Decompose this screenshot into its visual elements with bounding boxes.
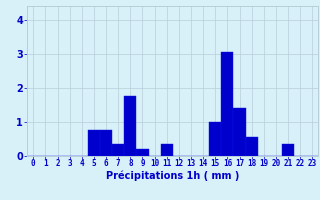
Bar xyxy=(88,130,100,156)
Bar xyxy=(112,144,124,156)
Bar xyxy=(221,52,234,156)
X-axis label: Précipitations 1h ( mm ): Précipitations 1h ( mm ) xyxy=(106,171,239,181)
Bar xyxy=(234,108,246,156)
Bar xyxy=(161,144,173,156)
Bar xyxy=(100,130,112,156)
Bar xyxy=(282,144,294,156)
Bar xyxy=(246,137,258,156)
Bar xyxy=(209,122,221,156)
Bar xyxy=(136,149,148,156)
Bar xyxy=(124,96,136,156)
